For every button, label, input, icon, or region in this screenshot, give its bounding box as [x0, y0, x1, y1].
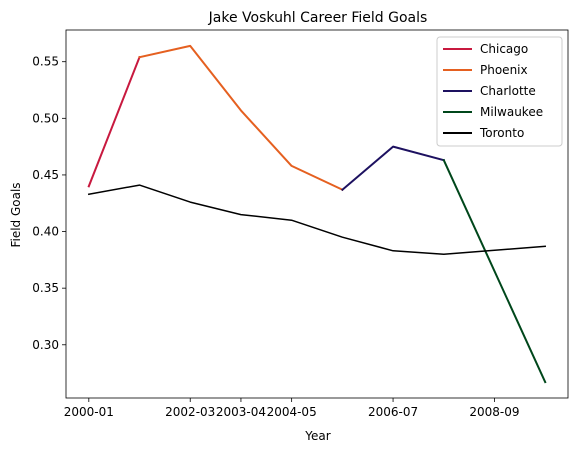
y-axis-label: Field Goals: [9, 182, 23, 247]
plot-frame: [65, 29, 569, 399]
y-tick-label: 0.45: [32, 168, 59, 182]
x-tick-label: 2008-09: [469, 405, 519, 419]
x-tick-label: 2004-05: [267, 405, 317, 419]
y-tick-label: 0.35: [32, 281, 59, 295]
x-axis-label: Year: [304, 429, 330, 443]
legend-label-toronto: Toronto: [479, 126, 524, 140]
x-tick-label: 2000-01: [64, 405, 114, 419]
y-tick-label: 0.40: [32, 225, 59, 239]
series-line-milwaukee: [442, 158, 547, 384]
series-line-phoenix: [138, 44, 344, 192]
series-line-toronto: [87, 184, 547, 255]
legend: Chicago Phoenix Charlotte Milwaukee Toronto: [436, 36, 563, 147]
x-tick-label: 2006-07: [368, 405, 418, 419]
legend-box: [436, 36, 563, 147]
legend-label-charlotte: Charlotte: [480, 84, 536, 98]
chart-title: Jake Voskuhl Career Field Goals: [208, 10, 428, 26]
legend-label-milwaukee: Milwaukee: [480, 105, 543, 119]
x-tick-label: 2003-04: [216, 405, 266, 419]
y-tick-label: 0.30: [32, 338, 59, 352]
x-tick-label: 2002-03: [165, 405, 215, 419]
legend-label-phoenix: Phoenix: [480, 63, 528, 77]
series-line-charlotte: [340, 145, 446, 192]
y-tick-label: 0.55: [32, 55, 59, 69]
y-tick-label: 0.50: [32, 111, 59, 125]
legend-label-chicago: Chicago: [480, 42, 528, 56]
series-line-chicago: [87, 55, 141, 188]
